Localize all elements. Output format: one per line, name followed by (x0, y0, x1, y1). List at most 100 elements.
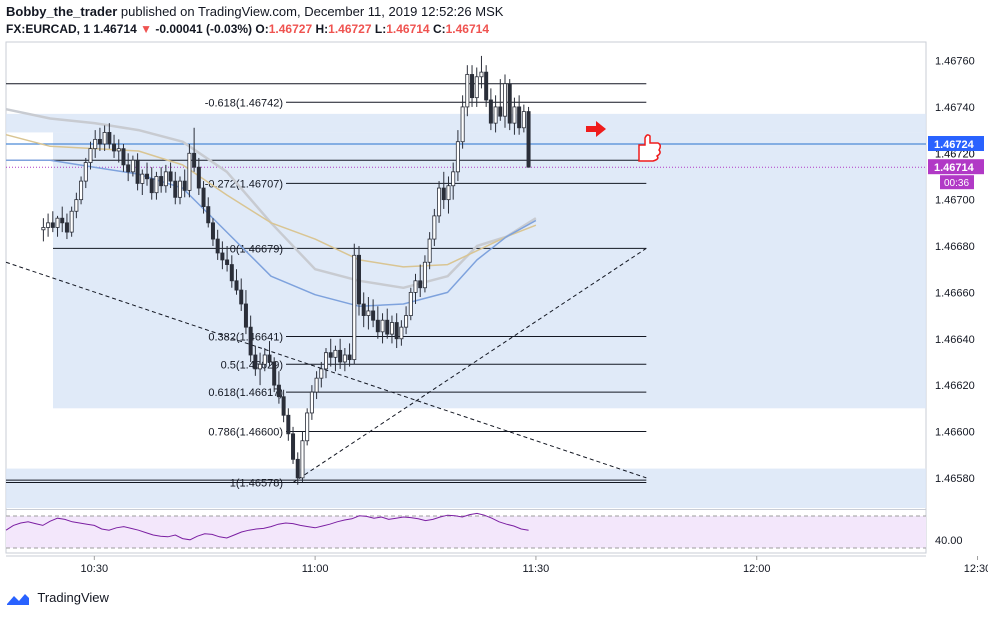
candle-body (220, 252, 225, 261)
candle-body (404, 315, 409, 328)
fib-level-label: -0.618(1.46742) (205, 97, 283, 109)
candle-body (196, 166, 201, 189)
red-arrow-icon (586, 121, 606, 137)
candle-body (375, 319, 380, 333)
candle-body (295, 458, 300, 479)
time-axis-label: 10:30 (81, 563, 109, 575)
candle-body (470, 74, 475, 99)
candle-body (262, 354, 267, 365)
demand-zone (53, 132, 926, 409)
ma-blue-line (6, 159, 537, 308)
countdown-tag (940, 175, 974, 190)
price-scale-label: 1.46720 (935, 148, 975, 160)
candle-body (272, 361, 277, 386)
candle-body (333, 349, 338, 358)
candle-body (107, 132, 112, 145)
candle-body (69, 210, 74, 233)
tradingview-brand[interactable]: TradingView (6, 590, 109, 606)
candle-body (507, 83, 512, 124)
candle-body (338, 349, 343, 363)
candle-body (319, 368, 324, 379)
candle-body (488, 99, 493, 124)
symbol-label[interactable]: FX:EURCAD, 1 (6, 22, 91, 36)
dashed-trendline-up (292, 247, 647, 483)
open-value: 1.46727 (268, 22, 313, 36)
candle-body (385, 319, 390, 335)
rsi-line (5, 512, 529, 541)
candle-body (371, 310, 376, 321)
candle-body (437, 187, 442, 217)
price-scale-label: 1.46760 (935, 56, 975, 68)
candle-body (521, 111, 526, 129)
candle-body (314, 377, 319, 393)
candle-body (493, 106, 498, 124)
candle-body (309, 391, 314, 414)
candle-body (50, 222, 55, 228)
candle-body (121, 148, 126, 166)
candle-body (324, 352, 329, 370)
down-arrow-icon: ▼ (140, 22, 152, 36)
level-price-tag-text: 1.46724 (934, 139, 975, 151)
price-scale-label: 1.46700 (935, 195, 975, 207)
time-axis-label: 11:30 (523, 563, 550, 575)
author-name[interactable]: Bobby_the_trader (6, 4, 118, 19)
price-scale-label: 1.46720 (935, 148, 975, 160)
candle-body (474, 76, 479, 99)
high-value: 1.46727 (328, 22, 372, 36)
price-scale-label: 1.46680 (935, 241, 975, 253)
candle-body (380, 319, 385, 333)
candle-body (126, 164, 131, 173)
candle-body (60, 217, 65, 224)
candle-body (116, 148, 121, 152)
low-label: L: (374, 22, 387, 36)
candle-body (517, 106, 522, 129)
candle-body (418, 280, 423, 289)
ma-slow-gray-line (5, 107, 537, 290)
candle-body (342, 354, 347, 363)
candle-body (276, 384, 281, 398)
price-scale-label: 1.46580 (935, 473, 975, 485)
candle-body (460, 106, 465, 143)
candle-body (408, 291, 413, 316)
candle-body (455, 141, 460, 173)
candle-body (432, 215, 437, 240)
change-value: -0.00041 (-0.03%) (155, 22, 253, 36)
ohlc-legend: FX:EURCAD, 1 1.46714 ▼ -0.00041 (-0.03%)… (6, 22, 489, 36)
lower-zone (6, 468, 926, 508)
candle-body (366, 310, 371, 316)
candle-body (413, 280, 418, 293)
candle-body (498, 106, 503, 117)
candle-body (225, 259, 230, 265)
candle-body (79, 180, 84, 201)
candle-body (46, 222, 51, 228)
candle-body (88, 148, 93, 163)
candle-body (347, 354, 352, 361)
candle-body (177, 180, 182, 198)
fib-level-label: -0.272(1.46707) (205, 178, 283, 190)
candle-body (305, 412, 310, 442)
candle-body (394, 322, 399, 340)
fib-level-label: 1(1.46578) (230, 477, 283, 489)
candle-body (503, 83, 508, 117)
candle-body (163, 171, 168, 187)
high-label: H: (315, 22, 329, 36)
candle-body (248, 326, 253, 356)
candle-body (130, 159, 135, 173)
candle-body (286, 414, 291, 435)
candle-body (253, 354, 258, 370)
candle-body (74, 199, 79, 212)
upper-zone (6, 113, 926, 133)
candle-body (281, 396, 286, 416)
candle-body (64, 222, 69, 233)
price-scale-label: 1.46600 (935, 426, 975, 438)
candle-body (187, 152, 192, 191)
candle-body (41, 227, 46, 231)
candle-body (93, 138, 98, 150)
candle-body (154, 176, 159, 194)
candle-body (145, 173, 150, 180)
candle-body (267, 354, 272, 363)
open-label: O: (255, 22, 269, 36)
last-price: 1.46714 (93, 22, 137, 36)
ma-gold-line (5, 133, 537, 268)
